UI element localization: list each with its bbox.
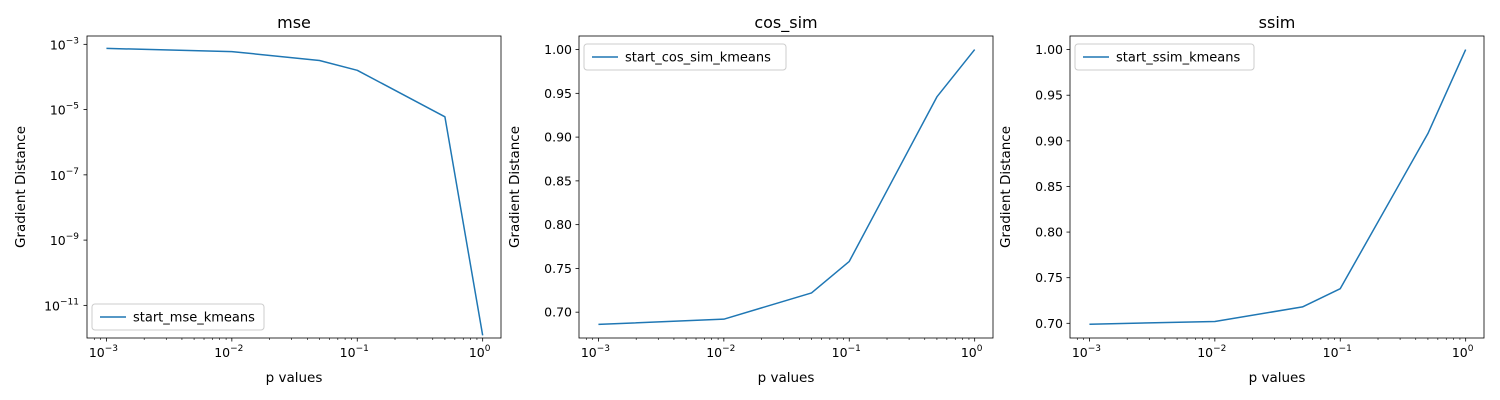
x-axis-label: p values: [266, 370, 323, 386]
chart-title: cos_sim: [754, 13, 817, 33]
chart-title: mse: [277, 13, 311, 32]
x-tick-label-exp: 0: [485, 344, 491, 354]
x-tick-label: 10−2: [214, 344, 243, 360]
x-tick-label-base: 10: [340, 345, 356, 360]
x-tick-label-exp: −3: [597, 344, 610, 354]
x-tick-label: 10−1: [340, 344, 369, 360]
series-line-start_mse_kmeans: [106, 47, 484, 336]
y-tick-label-exp: −5: [66, 102, 79, 112]
y-tick-label: 0.75: [1035, 270, 1063, 285]
y-tick-label: 10−11: [44, 297, 79, 313]
legend-box: [1074, 43, 1255, 71]
x-tick-label-base: 10: [1197, 345, 1213, 360]
x-tick-label: 10−1: [1323, 344, 1352, 360]
x-tick-label-base: 10: [1072, 345, 1088, 360]
x-tick-label-exp: −3: [105, 344, 118, 354]
y-tick-label-base: 10: [50, 233, 66, 248]
x-tick-label-base: 10: [832, 345, 848, 360]
x-tick-label: 10−3: [1072, 344, 1101, 360]
y-tick-label: 0.75: [544, 261, 572, 276]
y-tick-label: 10−7: [50, 167, 79, 183]
x-tick-label-exp: −2: [230, 344, 243, 354]
x-tick-label-exp: −3: [1088, 344, 1101, 354]
y-axis-label: Gradient Distance: [998, 126, 1014, 248]
x-tick-label-exp: 0: [1468, 344, 1474, 354]
x-tick-label: 10−2: [706, 344, 735, 360]
axes-frame: [86, 35, 502, 339]
y-tick-label: 0.95: [544, 86, 572, 101]
y-tick-label: 0.85: [544, 173, 572, 188]
y-tick-label-exp: −9: [66, 232, 80, 242]
y-tick-label: 0.80: [1035, 225, 1063, 240]
y-tick-label: 10−3: [50, 36, 79, 52]
y-tick-label-base: 10: [50, 103, 66, 118]
x-tick-label-base: 10: [89, 345, 105, 360]
y-tick-label: 0.70: [1035, 316, 1063, 331]
legend: start_mse_kmeans: [91, 303, 265, 331]
x-tick-label-exp: −1: [848, 344, 861, 354]
x-tick-label-base: 10: [1452, 345, 1468, 360]
x-axis-label: p values: [758, 370, 815, 386]
y-tick-label: 0.80: [544, 217, 572, 232]
y-tick-label-exp: −7: [66, 167, 79, 177]
legend-label: start_ssim_kmeans: [1116, 51, 1240, 66]
series-line-start_cos_sim_kmeans: [598, 49, 976, 326]
x-tick-label-exp: −1: [356, 344, 369, 354]
y-tick-label-base: 10: [50, 37, 66, 52]
y-tick-label-base: 10: [44, 298, 60, 313]
y-axis-label: Gradient Distance: [507, 126, 523, 248]
x-tick-label-base: 10: [469, 345, 485, 360]
y-tick-label: 10−9: [50, 232, 79, 248]
x-tick-label-exp: −1: [1339, 344, 1352, 354]
x-tick-label-exp: −2: [1213, 344, 1226, 354]
x-tick-label: 100: [1452, 344, 1474, 360]
x-tick-label-base: 10: [214, 345, 230, 360]
legend: start_ssim_kmeans: [1074, 43, 1255, 71]
legend: start_cos_sim_kmeans: [583, 43, 787, 71]
axes-frame: [1069, 35, 1485, 339]
x-tick-label: 100: [469, 344, 491, 360]
y-tick-label: 0.90: [544, 130, 572, 145]
legend-box: [583, 43, 787, 71]
y-tick-label: 0.95: [1035, 88, 1063, 103]
x-tick-label-exp: 0: [977, 344, 983, 354]
y-tick-label: 1.00: [1035, 42, 1063, 57]
x-tick-label: 100: [961, 344, 983, 360]
x-tick-label: 10−1: [832, 344, 861, 360]
legend-box: [91, 303, 265, 331]
y-tick-label: 0.90: [1035, 133, 1063, 148]
chart-title: ssim: [1259, 13, 1296, 32]
y-tick-label-base: 10: [50, 168, 66, 183]
x-tick-label-base: 10: [1323, 345, 1339, 360]
y-tick-label: 10−5: [50, 102, 79, 118]
y-tick-label: 0.70: [544, 305, 572, 320]
y-tick-label: 1.00: [544, 42, 572, 57]
x-axis-label: p values: [1249, 370, 1306, 386]
x-tick-label-exp: −2: [722, 344, 735, 354]
y-tick-label: 0.85: [1035, 179, 1063, 194]
x-tick-label-base: 10: [706, 345, 722, 360]
x-tick-label-base: 10: [581, 345, 597, 360]
legend-label: start_cos_sim_kmeans: [625, 51, 771, 66]
y-axis-label: Gradient Distance: [13, 126, 29, 248]
x-tick-label-base: 10: [961, 345, 977, 360]
x-tick-label: 10−2: [1197, 344, 1226, 360]
x-tick-label: 10−3: [581, 344, 610, 360]
axes-frame: [578, 35, 994, 339]
x-tick-label: 10−3: [89, 344, 118, 360]
legend-label: start_mse_kmeans: [133, 311, 255, 326]
series-line-start_ssim_kmeans: [1089, 49, 1467, 325]
y-tick-label-exp: −3: [66, 36, 79, 46]
y-tick-label-exp: −11: [60, 297, 79, 307]
